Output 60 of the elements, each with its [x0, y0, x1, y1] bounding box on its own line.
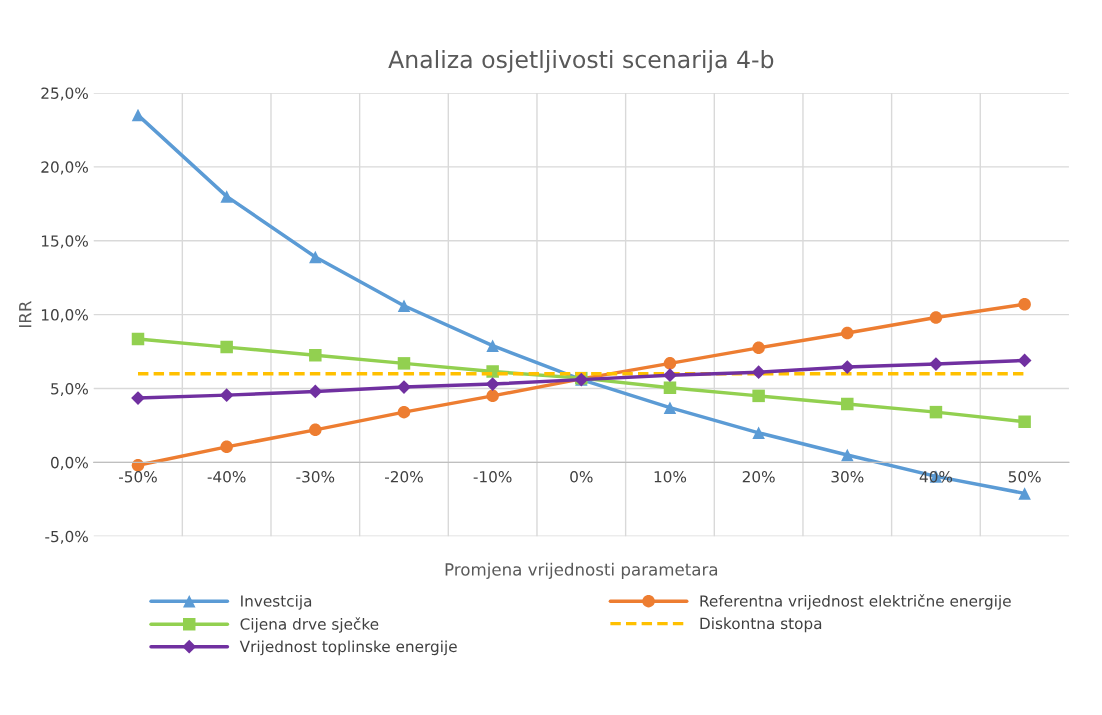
x-tick-label: 50% [1008, 470, 1041, 483]
point [929, 357, 943, 371]
point [485, 377, 500, 391]
point [663, 357, 677, 370]
point [663, 381, 677, 394]
x-tick-label: 30% [831, 470, 864, 483]
point [220, 440, 233, 454]
y-tick-label: 0,0% [51, 456, 88, 470]
y-tick-label: -5,0% [45, 530, 88, 544]
y-axis-title: IRR [19, 301, 32, 327]
x-tick-label: -50% [119, 470, 157, 483]
y-tick-label: 15,0% [41, 235, 88, 249]
point [751, 365, 766, 380]
x-tick-label: 0% [570, 470, 593, 483]
point [397, 299, 411, 312]
legend-label: Vrijednost toplinske energije [239, 640, 457, 656]
y-tick-label: 20,0% [41, 161, 88, 175]
y-tick-label: 25,0% [41, 87, 88, 101]
point [397, 405, 411, 419]
x-tick-label: -40% [207, 470, 246, 483]
point [840, 360, 855, 374]
legend-label: Referentna vrijednost električne energije [700, 594, 1011, 610]
point [131, 332, 145, 346]
x-tick-label: 20% [742, 470, 775, 483]
point [752, 426, 765, 440]
legend-label: Cijena drve sječke [240, 617, 379, 633]
point [929, 311, 943, 324]
point [841, 397, 854, 411]
y-tick-label: 5,0% [51, 382, 88, 397]
point [397, 357, 411, 370]
x-tick-label: -20% [385, 470, 423, 483]
point [309, 250, 322, 264]
x-tick-label: -10% [473, 470, 512, 483]
chart-title: Analiza osjetljivosti scenarija 4-b [388, 50, 774, 73]
point [309, 348, 322, 362]
point [486, 339, 499, 352]
legend-label: Diskontna stopa [700, 617, 822, 633]
x-tick-label: 10% [654, 470, 687, 483]
point [752, 389, 765, 403]
point [1018, 415, 1031, 428]
x-tick-label: -30% [296, 470, 335, 483]
point [1017, 353, 1032, 368]
y-tick-label: 10,0% [41, 309, 88, 323]
point [663, 401, 677, 414]
point [309, 423, 322, 437]
legend-label: Investcija [241, 594, 312, 610]
point [308, 384, 323, 399]
point [1018, 298, 1031, 311]
point [841, 326, 854, 340]
point [220, 190, 233, 203]
point [486, 389, 499, 403]
point [663, 368, 677, 383]
point [1018, 487, 1031, 500]
point [131, 108, 145, 122]
x-axis-title: Promjena vrijednosti parametara [445, 562, 718, 579]
point [219, 388, 234, 403]
point [220, 340, 233, 354]
point [841, 448, 854, 462]
point [929, 405, 943, 419]
point [752, 341, 765, 355]
